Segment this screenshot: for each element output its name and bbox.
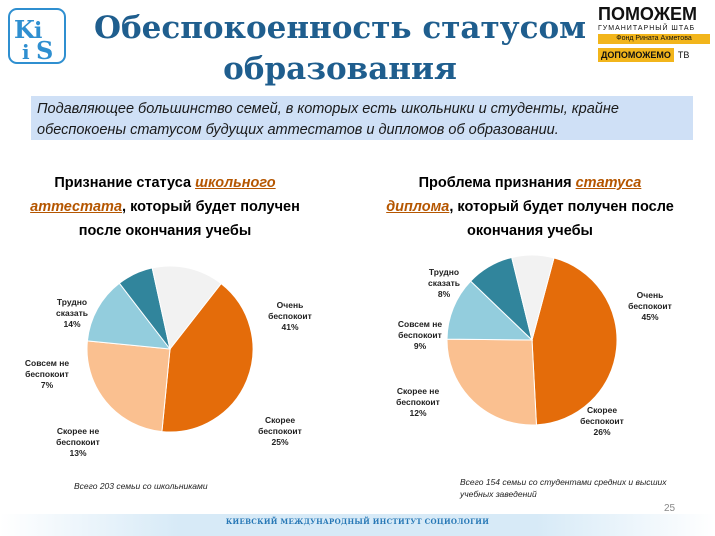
pie-slice-school-2: [86, 282, 172, 350]
chart-title-diploma-part3: , который будет получен после окончания …: [449, 199, 674, 239]
chart-title-school: Признание статуса школьного аттестата, к…: [20, 171, 310, 243]
slice-label-diploma-3: Совсем не беспокоит 9%: [398, 319, 442, 351]
chart-title-school-part2: школьного аттестата: [30, 175, 276, 215]
pie-slice-school-1: [86, 340, 171, 433]
slice-label-diploma-2: Скорее не беспокоит 12%: [396, 386, 440, 418]
pie-school: [86, 265, 254, 433]
chart-title-school-part3: , который будет получен после окончания …: [78, 199, 300, 239]
pie-slice-school-0: [161, 282, 254, 433]
chart-title-diploma-part2: статуса диплома: [386, 175, 642, 215]
slice-label-diploma-1: Скорее беспокоит 26%: [580, 405, 624, 437]
pomozhem-subtitle: ГУМАНИТАРНЫЙ ШТАБ: [598, 25, 696, 32]
summary-banner: Подавляющее большинство семей, в которых…: [31, 96, 693, 140]
pomozhem-logo: ПОМОЖЕМ ГУМАНИТАРНЫЙ ШТАБ Фонд Рината Ах…: [598, 4, 710, 62]
pie-diploma: [446, 254, 618, 426]
page-number: 25: [664, 503, 676, 514]
chart-title-diploma: Проблема признания статуса диплома, кото…: [385, 171, 675, 243]
pie-slice-diploma-2: [446, 280, 534, 341]
chart-note-diploma: Всего 154 семьи со студентами средних и …: [460, 477, 667, 499]
kiis-logo-k: K: [14, 15, 36, 44]
slide-title-line2: образования: [223, 51, 457, 87]
chart-note-school: Всего 203 семьи со школьниками: [74, 481, 208, 491]
banner-line1: Подавляющее большинство семей, в которых…: [37, 101, 619, 117]
slice-label-school-0: Очень беспокоит 41%: [268, 300, 312, 332]
chart-title-school-part1: Признание статуса: [54, 175, 196, 191]
slice-label-school-2: Скорее не беспокоит 13%: [56, 426, 100, 458]
pie-slice-diploma-1: [446, 338, 537, 426]
footer-bar: [0, 514, 715, 536]
chart-title-diploma-part1: Проблема признания: [418, 175, 576, 191]
slice-label-school-4: Трудно сказать 14%: [56, 297, 88, 329]
pie-slice-school-4: [151, 265, 222, 351]
dopomozhemo-label: ДОПОМОЖЕМО: [598, 48, 674, 62]
slice-label-school-3: Совсем не беспокоит 7%: [25, 358, 69, 390]
footer-text: КИЕВСКИЙ МЕЖДУНАРОДНЫЙ ИНСТИТУТ СОЦИОЛОГ…: [225, 517, 490, 526]
pie-slice-diploma-0: [531, 257, 618, 426]
kiis-logo-i1: i: [34, 18, 42, 44]
kiis-logo-i2: i: [22, 40, 30, 64]
pie-slice-diploma-4: [511, 254, 555, 341]
banner-line2: обеспокоены статусом будущих аттестатов …: [37, 122, 559, 138]
slice-label-school-1: Скорее беспокоит 25%: [258, 415, 302, 447]
slide-title-line1: Обеспокоенность статусом: [93, 10, 587, 46]
slide-title: Обеспокоенность статусом образования: [85, 8, 595, 90]
pomozhem-title: ПОМОЖЕМ: [598, 4, 697, 24]
kiis-logo-s: S: [36, 36, 53, 64]
tv-label: ТВ: [677, 50, 690, 60]
kiis-logo: K i i S: [8, 8, 66, 64]
slice-label-diploma-4: Трудно сказать 8%: [428, 267, 460, 299]
slice-label-diploma-0: Очень беспокоит 45%: [628, 290, 672, 322]
pomozhem-fond: Фонд Рината Ахметова: [598, 34, 710, 44]
